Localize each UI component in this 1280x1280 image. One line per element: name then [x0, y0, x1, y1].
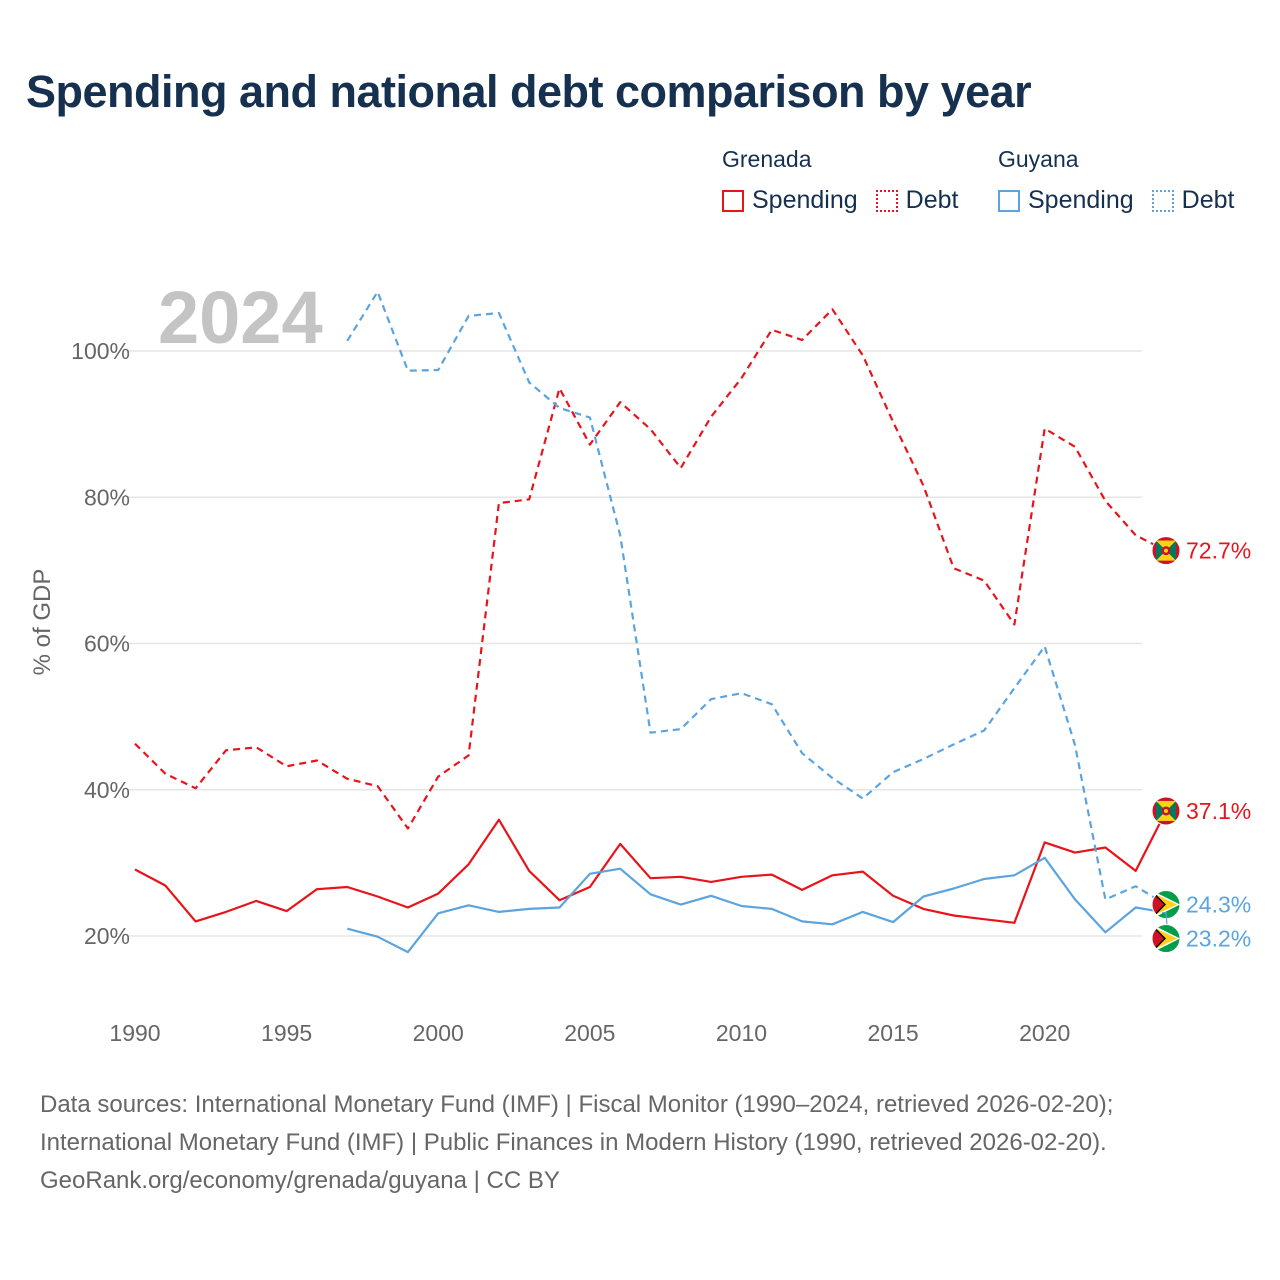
x-tick-label: 2005 [564, 1020, 615, 1046]
x-tick-label: 1990 [109, 1020, 160, 1046]
legend-item-guyana-spending[interactable]: Spending [998, 186, 1134, 215]
series-line-grenada-spending[interactable] [134, 810, 1167, 924]
grenada-flag-icon [1151, 536, 1181, 566]
y-tick-label: 100% [71, 338, 130, 364]
legend-item-grenada-debt[interactable]: Debt [875, 186, 959, 215]
legend-swatch-solid-red [722, 189, 744, 212]
legend-group-grenada: Grenada Spending Debt [722, 144, 976, 215]
y-tick-label: 80% [84, 484, 130, 510]
x-tick-label: 2010 [716, 1020, 767, 1046]
end-value-label: 72.7% [1186, 538, 1251, 564]
legend-swatch-solid-blue [998, 189, 1020, 212]
legend-label: Debt [905, 186, 959, 214]
end-labels: 72.7% 37.1% 24.3% 23.2% [1151, 536, 1251, 954]
legend-label: Spending [752, 186, 858, 214]
x-tick-label: 2000 [413, 1020, 464, 1046]
legend-swatch-dotted-red [875, 189, 898, 212]
y-tick-label: 40% [84, 777, 130, 803]
legend-item-grenada-spending[interactable]: Spending [722, 186, 858, 215]
year-watermark: 2024 [158, 276, 323, 359]
x-tick-label: 1995 [261, 1020, 312, 1046]
legend-label: Debt [1181, 186, 1235, 214]
series-line-grenada-debt[interactable] [134, 308, 1167, 830]
legend-country-grenada: Grenada [722, 146, 812, 172]
end-value-label: 23.2% [1186, 926, 1251, 952]
y-tick-label: 60% [84, 631, 130, 657]
x-tick-label: 2015 [868, 1020, 919, 1046]
series-lines [134, 290, 1167, 954]
guyana-flag-icon [1151, 890, 1181, 920]
footer-line-2: International Monetary Fund (IMF) | Publ… [40, 1129, 1107, 1156]
x-axis-ticks: 1990 1995 2000 2005 2010 2015 2020 [109, 1020, 1070, 1046]
series-line-guyana-spending[interactable] [347, 856, 1167, 954]
guyana-flag-icon [1151, 924, 1181, 954]
end-value-label: 24.3% [1186, 892, 1251, 918]
y-tick-label: 20% [84, 923, 130, 949]
data-sources-footer: Data sources: International Monetary Fun… [40, 1086, 1113, 1200]
chart-title: Spending and national debt comparison by… [26, 66, 1032, 117]
legend-item-guyana-debt[interactable]: Debt [1151, 186, 1235, 215]
x-tick-label: 2020 [1019, 1020, 1070, 1046]
footer-line-3[interactable]: GeoRank.org/economy/grenada/guyana | CC … [40, 1167, 560, 1194]
footer-line-1: Data sources: International Monetary Fun… [40, 1091, 1114, 1118]
legend-label: Spending [1028, 186, 1134, 214]
gridlines [128, 350, 1142, 937]
end-value-label: 37.1% [1186, 798, 1251, 824]
legend-swatch-dotted-blue [1151, 189, 1174, 212]
line-chart: 20% 40% 60% 80% 100% 1990 1995 2000 2005 2010 201… [29, 276, 1251, 1046]
grenada-flag-icon [1151, 796, 1181, 826]
y-axis-label: % of GDP [29, 569, 56, 676]
legend-country-guyana: Guyana [998, 146, 1079, 172]
legend-group-guyana: Guyana Spending Debt [998, 144, 1234, 215]
y-axis-ticks: 20% 40% 60% 80% 100% [71, 338, 130, 949]
series-line-guyana-debt[interactable] [346, 290, 1167, 906]
